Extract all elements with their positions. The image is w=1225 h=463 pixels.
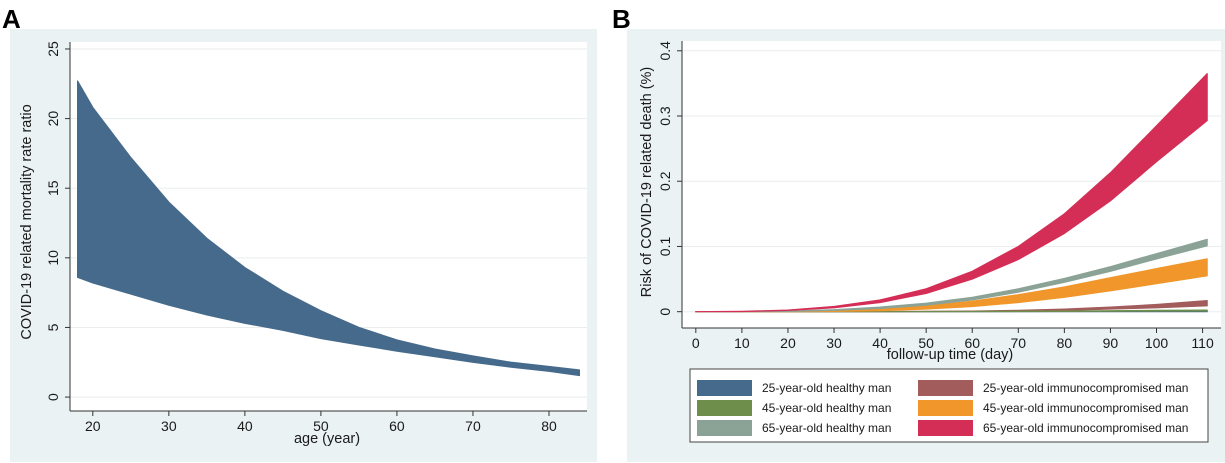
- y-tick-label: 15: [45, 180, 61, 196]
- panel-a-ticks: 0 5 10 15 20 25 20 30 40 50 60 70 80: [45, 41, 557, 434]
- y-tick-label: 20: [45, 111, 61, 127]
- y-tick-label: 0: [657, 308, 673, 316]
- x-tick-label: 70: [465, 418, 481, 434]
- legend-swatch: [918, 400, 973, 416]
- legend-swatch: [697, 420, 752, 436]
- x-tick-label: 90: [1103, 335, 1119, 351]
- x-tick-label: 30: [161, 418, 177, 434]
- x-tick-label: 60: [389, 418, 405, 434]
- y-tick-label: 5: [45, 323, 61, 331]
- x-tick-label: 30: [826, 335, 842, 351]
- legend-label: 45-year-old immunocompromised man: [983, 401, 1188, 415]
- legend-swatch: [918, 380, 973, 396]
- x-tick-label: 20: [780, 335, 796, 351]
- series-band-65-year-old-immunocompromised-man: [695, 73, 1208, 313]
- legend-label: 65-year-old immunocompromised man: [983, 421, 1188, 435]
- series-band-mortality-rate-ratio-band: [77, 80, 580, 377]
- x-tick-label: 110: [1191, 335, 1214, 351]
- y-tick-label: 0.2: [657, 171, 673, 191]
- legend-items: 25-year-old healthy man 45-year-old healt…: [697, 380, 1188, 436]
- x-tick-label: 100: [1145, 335, 1169, 351]
- legend-label: 25-year-old healthy man: [762, 381, 891, 395]
- x-tick-label: 80: [1057, 335, 1073, 351]
- series-band-65-year-old-healthy-man: [695, 238, 1208, 313]
- legend-swatch: [697, 400, 752, 416]
- panel-b-ticks: 0 0.1 0.2 0.3 0.4 0 10 20 30 40 50 60 70 80 90 100 110: [657, 41, 1214, 351]
- y-tick-label: 25: [45, 41, 61, 57]
- series-band-45-year-old-healthy-man: [695, 309, 1208, 313]
- y-tick-label: 0.3: [657, 106, 673, 126]
- legend-label: 45-year-old healthy man: [762, 401, 891, 415]
- x-tick-label: 50: [918, 335, 934, 351]
- x-tick-label: 80: [541, 418, 557, 434]
- panel-b-label: B: [612, 4, 631, 34]
- panel-b-y-axis-title: Risk of COVID-19 related death (%): [639, 67, 655, 297]
- y-tick-label: 0: [45, 393, 61, 401]
- panel-b-x-axis-title: follow-up time (day): [887, 347, 1014, 363]
- y-tick-label: 0.1: [657, 237, 673, 257]
- x-tick-label: 40: [237, 418, 253, 434]
- x-tick-label: 60: [964, 335, 980, 351]
- panel-b-series: [695, 73, 1208, 313]
- legend-swatch: [918, 420, 973, 436]
- y-tick-label: 0.4: [657, 41, 673, 61]
- x-tick-label: 50: [313, 418, 329, 434]
- y-tick-label: 10: [45, 250, 61, 266]
- x-tick-label: 20: [85, 418, 101, 434]
- panel-b-legend: 25-year-old healthy man 45-year-old healt…: [689, 368, 1209, 443]
- panel-a-label: A: [2, 4, 21, 34]
- x-tick-label: 10: [734, 335, 750, 351]
- x-tick-label: 0: [692, 335, 700, 351]
- panel-a-series: [77, 80, 580, 377]
- legend-label: 65-year-old healthy man: [762, 421, 891, 435]
- x-tick-label: 70: [1011, 335, 1027, 351]
- panel-a-x-axis-title: age (year): [294, 431, 360, 447]
- x-tick-label: 40: [872, 335, 888, 351]
- legend-label: 25-year-old immunocompromised man: [983, 381, 1188, 395]
- legend-swatch: [697, 380, 752, 396]
- panel-a-y-axis-title: COVID-19 related mortality rate ratio: [19, 104, 35, 339]
